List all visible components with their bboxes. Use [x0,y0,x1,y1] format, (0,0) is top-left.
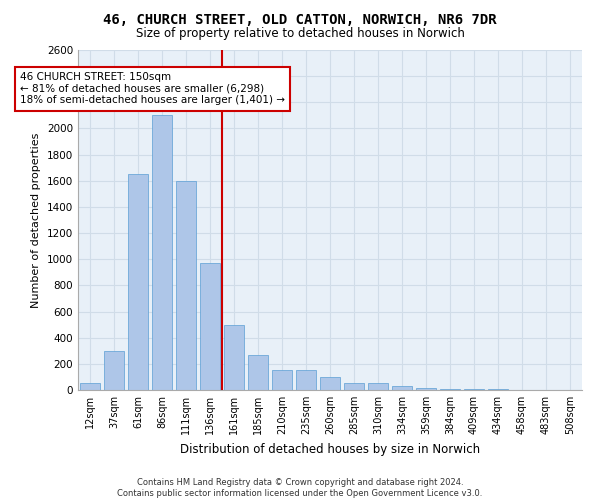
Bar [344,384,364,390]
Bar [152,116,172,390]
Bar [128,174,148,390]
Text: 46 CHURCH STREET: 150sqm
← 81% of detached houses are smaller (6,298)
18% of sem: 46 CHURCH STREET: 150sqm ← 81% of detach… [20,72,285,106]
Text: Size of property relative to detached houses in Norwich: Size of property relative to detached ho… [136,28,464,40]
Bar [296,370,316,390]
Bar [176,181,196,390]
Bar [248,354,268,390]
Bar [368,384,388,390]
X-axis label: Distribution of detached houses by size in Norwich: Distribution of detached houses by size … [180,442,480,456]
Bar [392,386,412,390]
Text: 46, CHURCH STREET, OLD CATTON, NORWICH, NR6 7DR: 46, CHURCH STREET, OLD CATTON, NORWICH, … [103,12,497,26]
Text: Contains HM Land Registry data © Crown copyright and database right 2024.
Contai: Contains HM Land Registry data © Crown c… [118,478,482,498]
Bar [224,324,244,390]
Y-axis label: Number of detached properties: Number of detached properties [31,132,41,308]
Bar [104,351,124,390]
Bar [272,370,292,390]
Bar [320,377,340,390]
Bar [80,384,100,390]
Bar [200,262,220,390]
Bar [440,388,460,390]
Bar [416,388,436,390]
